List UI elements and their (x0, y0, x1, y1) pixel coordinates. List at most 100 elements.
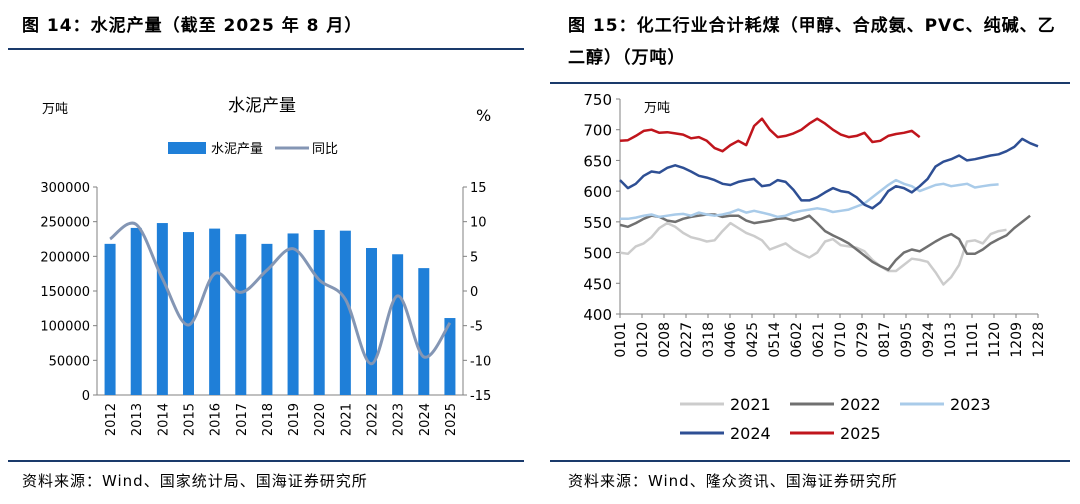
right-chart-y-tick-label: 450 (583, 275, 612, 293)
right-y-tick-label: 15 (470, 181, 487, 196)
legend-label-2024: 2024 (730, 424, 771, 443)
x-tick-label: 2021 (339, 403, 354, 436)
right-chart-x-tick-label: 0101 (613, 322, 629, 358)
production-bar (392, 254, 404, 395)
x-tick-label: 2023 (392, 403, 407, 436)
right-chart-x-tick-label: 0729 (855, 322, 871, 358)
right-figure-title: 图 15：化工行业合计耗煤（甲醇、合成氨、PVC、纯碱、乙二醇）（万吨） (568, 16, 1056, 68)
legend-label-2022: 2022 (840, 395, 881, 414)
left-y2-unit: % (476, 106, 491, 125)
left-source: 资料来源：Wind、国家统计局、国海证券研究所 (22, 472, 368, 490)
right-y-unit: 万吨 (644, 101, 670, 116)
right-y-tick-label: -5 (470, 320, 483, 335)
production-bar (339, 230, 351, 395)
right-chart-x-tick-label: 0208 (657, 322, 673, 358)
left-y-tick-label: 100000 (40, 320, 90, 335)
right-title-rule (550, 82, 1070, 84)
right-y-tick-label: -10 (470, 354, 491, 369)
right-chart-x-tick-label: 0817 (877, 322, 893, 358)
left-title-rule (8, 48, 524, 50)
production-bar (209, 228, 221, 395)
right-chart-x-tick-label: 1120 (987, 322, 1003, 358)
right-chart-x-tick-label: 0227 (679, 322, 695, 358)
legend-yoy-label: 同比 (312, 142, 338, 157)
left-y-unit: 万吨 (42, 102, 68, 117)
right-chart-y-tick-label: 650 (583, 152, 612, 170)
right-source-rule (550, 460, 1070, 462)
right-chart-x-tick-label: 0905 (899, 322, 915, 358)
right-chart-y-tick-label: 600 (583, 183, 612, 201)
production-bar (313, 229, 325, 395)
right-y-tick-label: 0 (470, 285, 478, 300)
right-chart-x-tick-label: 0924 (921, 322, 937, 358)
production-bar (104, 243, 116, 395)
right-chart-x-tick-label: 1013 (943, 322, 959, 358)
right-chart-y-tick-label: 500 (583, 245, 612, 263)
right-chart-x-tick-label: 0318 (701, 322, 717, 358)
right-chart-x-tick-label: 1101 (965, 322, 981, 358)
production-bar (183, 232, 194, 395)
right-figure-panel: 图 15：化工行业合计耗煤（甲醇、合成氨、PVC、纯碱、乙二醇）（万吨） 万吨 … (550, 0, 1080, 504)
x-tick-label: 2013 (130, 403, 145, 436)
series-line-2025 (619, 117, 921, 153)
left-chart-title: 水泥产量 (228, 96, 296, 116)
right-y-tick-label: 10 (470, 216, 487, 231)
production-bar (444, 318, 456, 395)
production-bar (130, 227, 142, 395)
left-y-tick-label: 50000 (49, 354, 90, 369)
series-line-2022 (619, 213, 1031, 272)
x-tick-label: 2024 (418, 403, 433, 436)
left-y-tick-label: 150000 (40, 285, 90, 300)
production-bar (156, 223, 168, 395)
legend-bar-swatch (168, 142, 206, 154)
right-chart-y-tick-label: 550 (583, 214, 612, 232)
right-chart-x-tick-label: 0425 (745, 322, 761, 358)
series-line-2021 (619, 221, 1007, 286)
left-figure-title: 图 14：水泥产量（截至 2025 年 8 月） (22, 16, 363, 36)
right-chart-x-tick-label: 1228 (1031, 322, 1047, 358)
series-line-2023 (620, 178, 999, 221)
right-chart-x-tick-label: 0120 (635, 322, 651, 358)
left-y-tick-label: 0 (82, 389, 90, 404)
x-tick-label: 2015 (183, 403, 198, 436)
legend-label-2025: 2025 (840, 424, 881, 443)
right-chart-x-tick-label: 1209 (1009, 322, 1025, 358)
left-y-tick-label: 200000 (40, 250, 90, 265)
right-y-tick-label: -15 (470, 389, 491, 404)
right-chart-y-tick-label: 700 (583, 122, 612, 140)
chemical-coal-consumption-chart: 万吨 400 450 500 550 600 650 700 750 0101 0120 0208 0… (583, 91, 1047, 443)
x-tick-label: 2016 (209, 403, 224, 436)
x-tick-label: 2012 (104, 403, 119, 436)
right-chart-x-tick-label: 0514 (767, 322, 783, 358)
x-tick-label: 2020 (313, 403, 328, 436)
x-tick-label: 2025 (444, 403, 459, 436)
cement-production-chart: 万吨 水泥产量 % 水泥产量 同比 0 50000 100000 150000 2000… (40, 96, 491, 436)
production-bar (366, 248, 377, 395)
legend-bar-label: 水泥产量 (211, 142, 263, 157)
production-bar (261, 243, 273, 395)
right-chart-x-tick-label: 0621 (811, 322, 827, 358)
right-chart-y-tick-label: 400 (583, 306, 612, 324)
right-chart-y-tick-label: 750 (583, 91, 612, 109)
left-y-tick-label: 250000 (40, 216, 90, 231)
production-bar (418, 268, 430, 395)
x-tick-label: 2017 (235, 403, 250, 436)
series-line-2024 (619, 137, 1039, 210)
right-chart-x-tick-label: 0602 (789, 322, 805, 358)
production-bar (287, 233, 299, 395)
right-y-tick-label: 5 (470, 250, 478, 265)
x-tick-label: 2019 (287, 403, 302, 436)
right-chart-x-tick-label: 0710 (833, 322, 849, 358)
yoy-line (109, 221, 452, 366)
x-tick-label: 2014 (156, 403, 171, 436)
legend-label-2021: 2021 (730, 395, 771, 414)
left-source-rule (8, 460, 524, 462)
x-tick-label: 2018 (261, 403, 276, 436)
right-source: 资料来源：Wind、隆众资讯、国海证券研究所 (568, 472, 898, 490)
right-chart-x-tick-label: 0406 (723, 322, 739, 358)
legend-label-2023: 2023 (950, 395, 991, 414)
x-tick-label: 2022 (366, 403, 381, 436)
left-y-tick-label: 300000 (40, 181, 90, 196)
left-figure-panel: 图 14：水泥产量（截至 2025 年 8 月） 万吨 水泥产量 % 水泥产量 … (0, 0, 530, 504)
production-bar (235, 234, 247, 395)
